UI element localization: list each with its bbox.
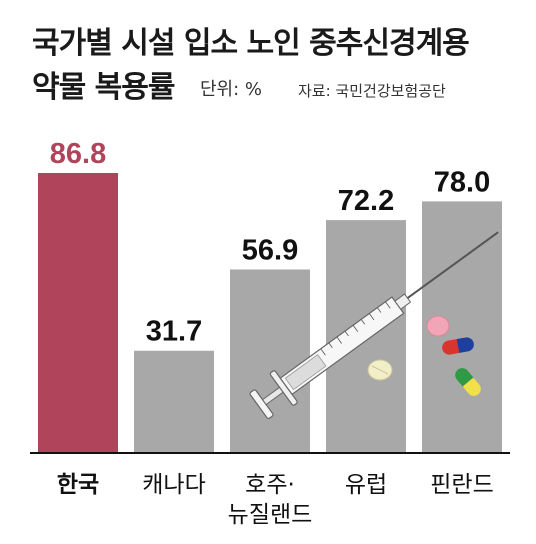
category-label: 캐나다 <box>142 472 205 498</box>
category-label: 호주· <box>245 472 295 498</box>
chart-title: 국가별 시설 입소 노인 중추신경계용 <box>32 26 470 61</box>
category-label: 유럽 <box>345 472 387 498</box>
bar-1 <box>38 173 118 453</box>
bar-3 <box>230 269 310 453</box>
bar-2 <box>134 350 214 453</box>
unit-label: 단위: % <box>200 79 263 100</box>
source-label: 자료: 국민건강보험공단 <box>298 82 446 100</box>
category-label: 핀란드 <box>430 472 493 498</box>
bar-value-label: 31.7 <box>146 316 202 348</box>
bar-value-label: 56.9 <box>242 234 298 266</box>
bar-value-label: 72.2 <box>338 185 394 217</box>
bar-value-label: 78.0 <box>434 166 490 198</box>
category-label: 뉴질랜드 <box>228 502 313 528</box>
syringe-icon <box>249 231 499 419</box>
pill-icon <box>367 315 481 396</box>
bar-value-label: 86.8 <box>50 138 106 170</box>
category-label: 한국 <box>57 472 99 498</box>
chart-title-line2: 약물 복용률 <box>32 70 175 105</box>
